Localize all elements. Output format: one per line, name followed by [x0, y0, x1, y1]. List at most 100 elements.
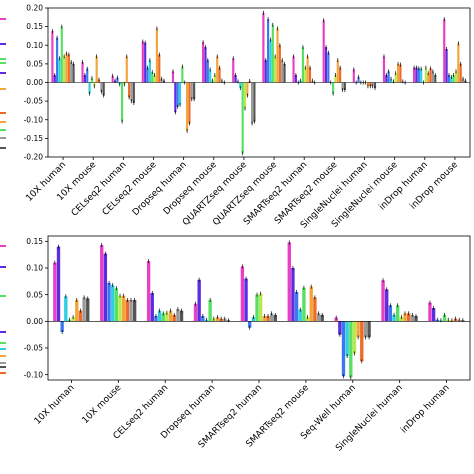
bar	[193, 303, 198, 322]
legend-marker	[0, 147, 6, 149]
bar	[385, 289, 389, 322]
bar	[308, 67, 312, 83]
bar	[232, 58, 235, 83]
x-category-label: Dropseq mouse	[162, 160, 219, 217]
bar	[356, 321, 360, 338]
bar	[121, 295, 126, 322]
bar	[429, 68, 432, 83]
bar	[320, 314, 324, 322]
bar	[246, 82, 249, 96]
bar	[341, 82, 344, 90]
bar	[58, 58, 61, 83]
bar	[294, 75, 297, 83]
bar	[431, 308, 436, 322]
bar	[447, 75, 451, 83]
y-tick-label: -0.05	[24, 344, 44, 353]
x-category-label: inDrop human	[399, 383, 451, 435]
bar	[56, 37, 59, 83]
bar	[53, 75, 56, 83]
bar	[146, 67, 149, 83]
bar	[218, 67, 221, 83]
bar	[78, 310, 83, 322]
bar	[141, 41, 144, 83]
legend-marker	[0, 372, 6, 374]
legend-marker	[0, 121, 6, 123]
bar	[445, 48, 448, 83]
bar	[241, 82, 244, 154]
bar	[388, 305, 393, 322]
bar	[71, 317, 75, 322]
bar	[129, 300, 133, 322]
bar	[116, 77, 119, 83]
bar	[181, 66, 184, 83]
bar	[172, 314, 176, 322]
bar	[65, 53, 68, 83]
bar	[341, 321, 346, 377]
bar	[385, 75, 388, 83]
bar	[292, 56, 295, 83]
legend-marker	[0, 266, 6, 268]
bar	[420, 68, 423, 83]
legend-marker	[0, 137, 6, 139]
bar	[274, 56, 277, 83]
bar	[343, 82, 346, 90]
bar	[86, 68, 89, 83]
bar	[168, 310, 173, 322]
bar	[197, 279, 201, 322]
bar	[367, 321, 371, 338]
bar	[357, 76, 360, 83]
bar	[208, 300, 212, 322]
bar	[454, 71, 458, 83]
bar	[269, 313, 274, 322]
y-tick-label: 0.20	[26, 4, 43, 13]
x-category-label: 10X human	[33, 383, 77, 427]
bar	[190, 82, 193, 100]
bar	[322, 20, 325, 83]
bar	[273, 314, 277, 322]
legend-marker	[0, 355, 6, 357]
bar	[201, 316, 205, 322]
bar	[132, 300, 137, 322]
bar	[399, 64, 402, 83]
bar	[269, 39, 272, 83]
bar	[431, 71, 434, 83]
bar	[171, 71, 175, 83]
bar	[90, 78, 94, 83]
bar	[248, 321, 252, 328]
bar	[415, 67, 418, 83]
bar	[239, 82, 242, 89]
bar	[95, 56, 98, 83]
bar	[165, 312, 169, 322]
bar	[373, 82, 377, 89]
bar	[178, 82, 182, 105]
bar	[450, 76, 453, 83]
bar	[215, 317, 220, 322]
y-tick-label: 0.05	[26, 290, 43, 299]
bar	[176, 82, 179, 107]
legend-marker	[0, 62, 6, 64]
bar	[243, 82, 247, 109]
bar	[392, 314, 396, 322]
bar	[251, 317, 256, 322]
bar	[111, 75, 114, 83]
bar	[442, 314, 447, 322]
bar	[53, 262, 57, 322]
bar	[428, 302, 432, 322]
bar	[338, 321, 342, 335]
bar	[266, 316, 270, 322]
bar	[60, 26, 63, 83]
bar	[132, 82, 135, 103]
bar	[345, 321, 349, 356]
bar	[309, 286, 313, 322]
bar	[67, 54, 70, 83]
bar	[64, 296, 68, 322]
bar	[396, 305, 400, 322]
bar	[60, 321, 64, 332]
bar	[121, 82, 124, 122]
x-category-label: CELseq2 human	[70, 160, 129, 219]
y-tick-label: 0.15	[26, 237, 43, 246]
bar	[216, 56, 219, 83]
bar	[204, 47, 207, 83]
bar	[298, 309, 302, 322]
bar	[155, 28, 159, 83]
